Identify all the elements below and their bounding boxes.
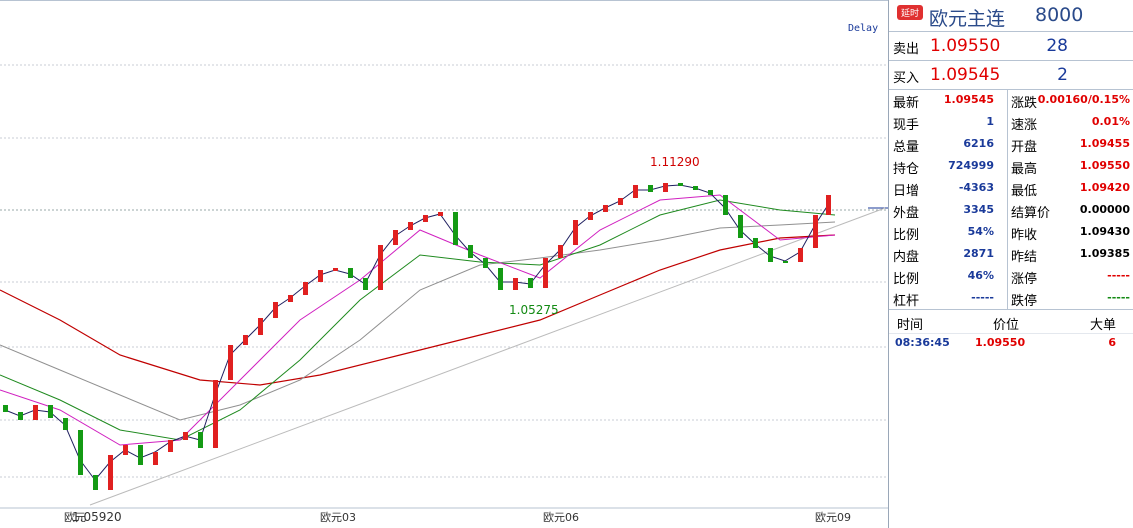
badge: 延时 xyxy=(897,5,924,20)
quote-label: 内盘 xyxy=(893,250,920,265)
ma-line xyxy=(0,194,836,446)
quote-value: 1.09420 xyxy=(1079,181,1130,194)
quote-value: ----- xyxy=(1107,291,1130,304)
quote-label: 外盘 xyxy=(893,206,920,221)
quote-label: 杠杆 xyxy=(893,294,920,309)
quote-label: 持仓 xyxy=(893,162,920,177)
title: 欧元主连 xyxy=(929,8,1006,30)
quote-label: 比例 xyxy=(893,228,920,243)
quote-label: 比例 xyxy=(893,272,920,287)
candles-up xyxy=(33,183,831,490)
trade-header: 大单 xyxy=(1089,318,1116,333)
quote-value: 6216 xyxy=(963,137,994,150)
candles-down xyxy=(3,183,788,490)
quote-label: 日增 xyxy=(893,184,920,199)
chart: Delay 1.11290 1.05275 1.05920 欧元 欧元03 欧元… xyxy=(0,0,888,524)
x-label: 欧元 xyxy=(64,511,86,524)
grid xyxy=(0,64,888,478)
quote-panel: 延时 欧元主连 8000 卖出 1.09550 28 买入 1.09545 2 最新 1.09… xyxy=(888,0,1133,528)
quote-label: 开盘 xyxy=(1011,140,1038,155)
trade-cell: 6 xyxy=(1108,336,1116,349)
quote-label: 涨停 xyxy=(1011,272,1038,287)
quote-label: 总量 xyxy=(893,140,920,155)
trade-header: 价位 xyxy=(993,318,1020,333)
delay-label: Delay xyxy=(848,23,878,34)
quote-value: 54% xyxy=(967,225,994,238)
quote-value: 1.09385 xyxy=(1079,247,1130,260)
ma-line xyxy=(0,221,836,421)
quote-label: 现手 xyxy=(893,118,920,133)
quote-value: 1.09545 xyxy=(943,93,994,106)
quote-label: 最低 xyxy=(1011,184,1038,199)
quote-value: 1.09550 xyxy=(1079,159,1130,172)
x-label: 欧元09 xyxy=(815,511,851,524)
quote-value: 0.00160/0.15% xyxy=(1037,93,1130,106)
quote-value: -4363 xyxy=(958,181,994,194)
quote-label: 涨跌 xyxy=(1011,96,1038,111)
high-label: 1.11290 xyxy=(650,155,700,169)
quote-value: 1.09430 xyxy=(1079,225,1130,238)
order-volume: 28 xyxy=(1046,36,1068,56)
ma-line xyxy=(0,234,836,386)
quote-value: 2871 xyxy=(963,247,994,260)
quote-value: 1.09455 xyxy=(1079,137,1130,150)
code: 8000 xyxy=(1035,4,1084,26)
quote-value: ----- xyxy=(971,291,994,304)
x-label: 欧元03 xyxy=(320,511,356,524)
quote-value: ----- xyxy=(1107,269,1130,282)
order-price: 1.09545 xyxy=(930,65,1001,85)
ma-line xyxy=(4,184,829,481)
order-price: 1.09550 xyxy=(930,36,1001,56)
quote-value: 0.00000 xyxy=(1079,203,1130,216)
trade-cell: 1.09550 xyxy=(975,336,1026,349)
ma-line xyxy=(0,199,836,441)
trade-cell: 08:36:45 xyxy=(895,336,950,349)
quote-label: 昨收 xyxy=(1011,228,1038,243)
quote-label: 昨结 xyxy=(1011,250,1038,265)
start-label: 1.05920 xyxy=(72,510,122,524)
quote-value: 0.01% xyxy=(1091,115,1130,128)
quote-value: 1 xyxy=(986,115,994,128)
quote-value: 724999 xyxy=(948,159,994,172)
quote-value: 46% xyxy=(967,269,994,282)
quote-label: 跌停 xyxy=(1011,294,1038,309)
quote-label: 最新 xyxy=(893,96,920,111)
quote-label: 最高 xyxy=(1011,162,1038,177)
order-volume: 2 xyxy=(1057,65,1068,85)
quote-label: 速涨 xyxy=(1011,118,1038,133)
x-label: 欧元06 xyxy=(543,511,579,524)
order-label: 买入 xyxy=(893,71,920,86)
trade-header: 时间 xyxy=(897,318,924,333)
order-label: 卖出 xyxy=(893,42,920,57)
trend-line xyxy=(89,207,886,506)
quote-label: 结算价 xyxy=(1011,206,1051,221)
low-label: 1.05275 xyxy=(509,303,559,317)
quote-value: 3345 xyxy=(963,203,994,216)
